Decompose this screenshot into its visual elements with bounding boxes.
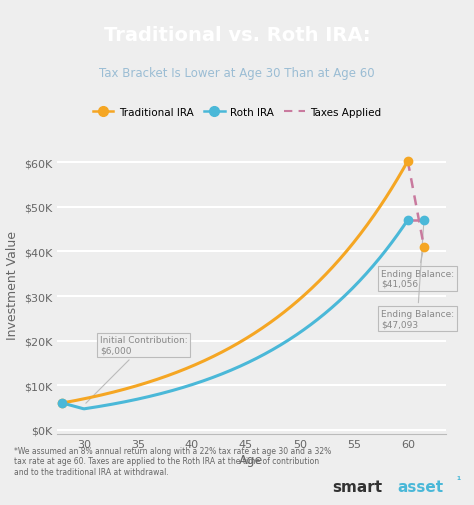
- Text: Traditional vs. Roth IRA:: Traditional vs. Roth IRA:: [104, 26, 370, 45]
- Text: Ending Balance:
$41,056: Ending Balance: $41,056: [381, 250, 454, 288]
- Text: asset: asset: [397, 479, 443, 494]
- X-axis label: Age: Age: [239, 453, 264, 466]
- Y-axis label: Investment Value: Investment Value: [7, 231, 19, 340]
- Text: Tax Bracket Is Lower at Age 30 Than at Age 60: Tax Bracket Is Lower at Age 30 Than at A…: [99, 66, 375, 79]
- Text: ¹: ¹: [456, 475, 461, 485]
- Text: Ending Balance:
$47,093: Ending Balance: $47,093: [381, 223, 454, 328]
- Legend: Traditional IRA, Roth IRA, Taxes Applied: Traditional IRA, Roth IRA, Taxes Applied: [89, 103, 385, 122]
- Text: smart: smart: [332, 479, 382, 494]
- Text: *We assumed an 8% annual return along with a 22% tax rate at age 30 and a 32%
ta: *We assumed an 8% annual return along wi…: [14, 446, 331, 476]
- Text: Initial Contribution:
$6,000: Initial Contribution: $6,000: [86, 336, 188, 403]
